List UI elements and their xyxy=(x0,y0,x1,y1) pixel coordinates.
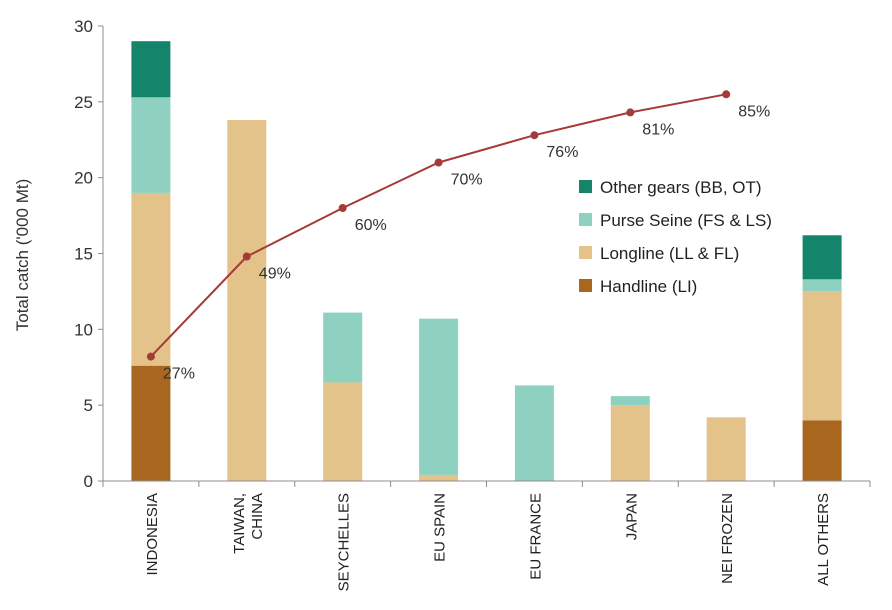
cumulative-label: 76% xyxy=(546,144,578,161)
bar-segment-longline-5 xyxy=(610,405,650,481)
bar-segment-purse-3 xyxy=(419,318,459,475)
bar-segment-longline-0 xyxy=(131,192,171,366)
bar-segment-longline-3 xyxy=(419,474,459,481)
x-tick-label: TAIWAN, xyxy=(231,493,248,554)
cumulative-label: 85% xyxy=(738,103,770,120)
x-tick-label: NEI FROZEN xyxy=(719,493,736,584)
axes-layer: 0 5 10 15 20 25 30 INDONESIA TAIWAN, CHINA SEYCHEL… xyxy=(74,17,871,591)
legend-label: Longline (LL & FL) xyxy=(600,244,739,263)
y-axis-title: Total catch ('000 Mt) xyxy=(13,179,32,332)
x-tick-label-group: NEI FROZEN xyxy=(719,493,736,584)
bar-segment-purse-7 xyxy=(802,279,842,292)
bar-segment-longline-2 xyxy=(323,382,363,481)
bar-segment-longline-1 xyxy=(227,120,267,481)
y-tick-label: 10 xyxy=(74,320,93,339)
y-tick-label: 5 xyxy=(84,396,93,415)
y-tick-label: 20 xyxy=(74,169,93,188)
x-tick-label: CHINA xyxy=(249,493,266,540)
bar-segment-purse-0 xyxy=(131,97,171,193)
x-tick-label-group: TAIWAN, CHINA xyxy=(231,493,266,554)
legend-swatch xyxy=(579,213,592,226)
x-tick-label-group: EU FRANCE xyxy=(527,493,544,580)
legend-swatch xyxy=(579,246,592,259)
cumulative-point xyxy=(146,352,155,361)
x-tick-label: SEYCHELLES xyxy=(336,493,353,591)
cumulative-point xyxy=(434,158,443,167)
x-tick-label-group: SEYCHELLES xyxy=(336,493,353,591)
cumulative-point xyxy=(530,131,539,140)
bar-segment-handline-0 xyxy=(131,365,171,481)
bar-segment-purse-5 xyxy=(610,396,650,406)
y-tick-label: 30 xyxy=(74,17,93,36)
x-tick-label-group: ALL OTHERS xyxy=(815,493,832,586)
cumulative-label: 60% xyxy=(355,217,387,234)
legend-swatch xyxy=(579,180,592,193)
cumulative-label: 49% xyxy=(259,266,291,283)
y-tick-label: 25 xyxy=(74,93,93,112)
y-tick-label: 15 xyxy=(74,245,93,264)
bar-segment-longline-6 xyxy=(706,417,746,481)
x-tick-label-group: JAPAN xyxy=(623,493,640,540)
legend: Other gears (BB, OT) Purse Seine (FS & LS… xyxy=(579,178,772,296)
legend-label: Handline (LI) xyxy=(600,277,697,296)
bar-segment-longline-7 xyxy=(802,291,842,421)
legend-label: Other gears (BB, OT) xyxy=(600,178,762,197)
x-tick-label: EU SPAIN xyxy=(432,493,449,562)
cumulative-label: 27% xyxy=(163,366,195,383)
x-tick-label: JAPAN xyxy=(623,493,640,540)
x-tick-label-group: EU SPAIN xyxy=(432,493,449,562)
bars-layer xyxy=(131,41,842,481)
bar-segment-purse-2 xyxy=(323,312,363,383)
cumulative-point xyxy=(626,108,635,117)
x-tick-label: ALL OTHERS xyxy=(815,493,832,586)
bar-segment-other-0 xyxy=(131,41,171,98)
x-tick-label: EU FRANCE xyxy=(527,493,544,580)
cumulative-point xyxy=(242,252,251,261)
y-tick-label: 0 xyxy=(84,472,93,491)
legend-swatch xyxy=(579,279,592,292)
x-tick-label: INDONESIA xyxy=(144,493,161,576)
cumulative-point xyxy=(722,90,731,99)
bar-segment-handline-7 xyxy=(802,420,842,481)
cumulative-point xyxy=(338,204,347,212)
legend-label: Purse Seine (FS & LS) xyxy=(600,211,772,230)
cumulative-label: 70% xyxy=(451,172,483,189)
bar-segment-other-7 xyxy=(802,235,842,280)
bar-segment-purse-4 xyxy=(514,385,554,481)
cumulative-label: 81% xyxy=(642,121,674,138)
x-tick-label-group: INDONESIA xyxy=(144,493,161,576)
cumulative-line-layer: 27% 49% 60% 70% 76% 81% 85% xyxy=(146,90,770,383)
